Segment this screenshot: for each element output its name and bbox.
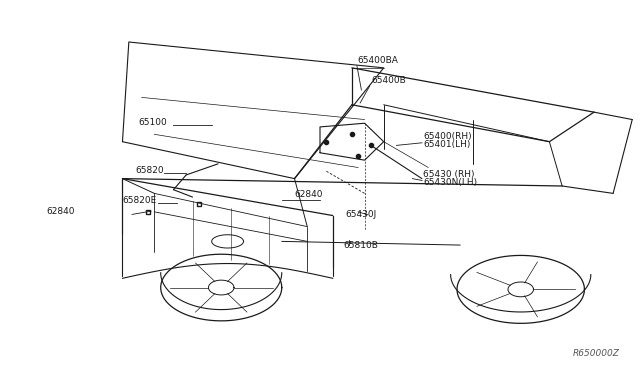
Text: 65100: 65100	[138, 118, 167, 127]
Text: 65430J: 65430J	[346, 211, 377, 219]
Text: 65400(RH): 65400(RH)	[423, 132, 472, 141]
Text: 65810B: 65810B	[343, 241, 378, 250]
Text: 62840: 62840	[46, 208, 74, 217]
Text: 65820E: 65820E	[122, 196, 157, 205]
Text: 65820: 65820	[135, 166, 164, 175]
Text: 62840: 62840	[294, 190, 323, 199]
Text: 65400B: 65400B	[371, 76, 406, 85]
Text: 65401(LH): 65401(LH)	[423, 140, 470, 149]
Text: 65430N(LH): 65430N(LH)	[423, 178, 477, 187]
Text: R650000Z: R650000Z	[573, 349, 620, 358]
Text: 65400BA: 65400BA	[357, 57, 398, 65]
Text: 65430 (RH): 65430 (RH)	[423, 170, 475, 179]
